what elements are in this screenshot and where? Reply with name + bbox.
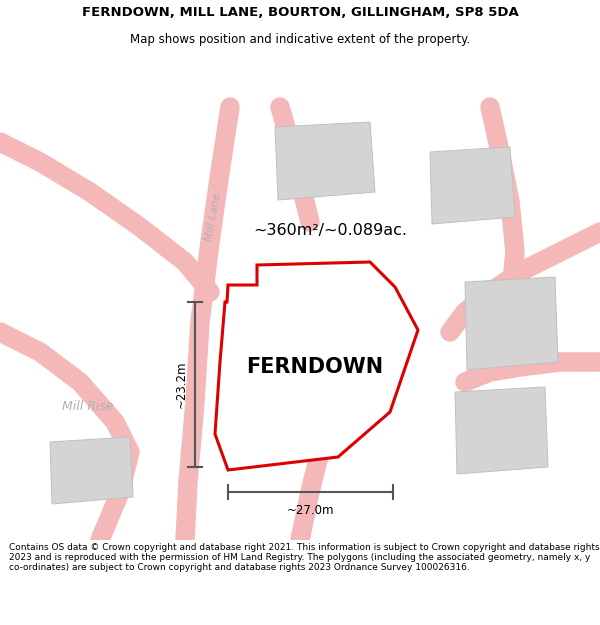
Text: Map shows position and indicative extent of the property.: Map shows position and indicative extent… [130, 32, 470, 46]
Polygon shape [50, 437, 133, 504]
Text: Contains OS data © Crown copyright and database right 2021. This information is : Contains OS data © Crown copyright and d… [9, 542, 599, 572]
Text: FERNDOWN, MILL LANE, BOURTON, GILLINGHAM, SP8 5DA: FERNDOWN, MILL LANE, BOURTON, GILLINGHAM… [82, 6, 518, 19]
Text: Mill Lane: Mill Lane [204, 192, 222, 242]
Text: ~27.0m: ~27.0m [287, 504, 334, 516]
Text: FERNDOWN: FERNDOWN [247, 357, 383, 377]
Polygon shape [275, 122, 375, 200]
Polygon shape [215, 262, 418, 470]
Polygon shape [465, 277, 558, 370]
Polygon shape [455, 387, 548, 474]
Polygon shape [240, 282, 335, 380]
Text: Mill Rise: Mill Rise [62, 401, 114, 414]
Polygon shape [430, 147, 515, 224]
Text: ~360m²/~0.089ac.: ~360m²/~0.089ac. [253, 222, 407, 238]
Text: ~23.2m: ~23.2m [175, 361, 187, 408]
